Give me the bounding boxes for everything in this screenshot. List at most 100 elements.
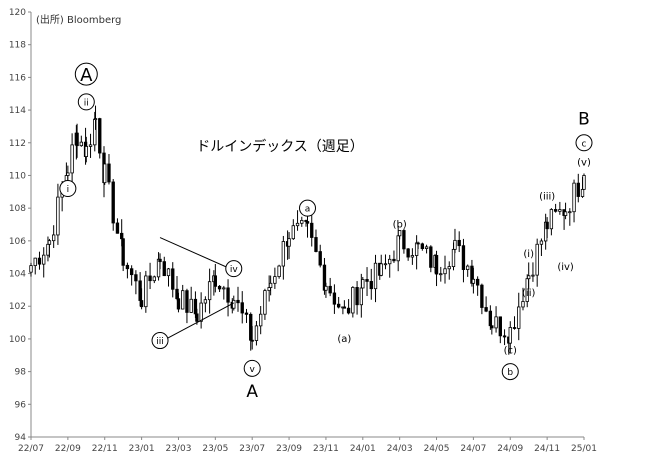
candle-body: [176, 298, 181, 310]
candle-body: [268, 282, 273, 288]
x-tick-label: 24/01: [350, 444, 376, 454]
candle-body: [355, 287, 359, 306]
candle-body: [461, 245, 466, 270]
wave-label: iii: [156, 337, 164, 347]
y-tick-label: 112: [9, 139, 26, 149]
candle-body: [383, 263, 388, 266]
candle-body: [291, 225, 295, 240]
candle-body: [453, 239, 457, 250]
candle-body: [305, 221, 310, 224]
wave-label: A: [80, 65, 93, 86]
candle-body: [134, 274, 138, 282]
candle-body: [107, 163, 111, 183]
candle-body: [232, 299, 236, 309]
candle-body: [287, 238, 291, 247]
candle-body: [424, 246, 429, 249]
candle-body: [508, 327, 512, 344]
candle-body: [447, 266, 451, 270]
wave-label: i: [67, 185, 70, 195]
candle-body: [549, 209, 554, 230]
candle-body: [259, 313, 263, 327]
candle-body: [484, 307, 488, 312]
wave-label-circle: [77, 93, 95, 111]
y-tick-label: 114: [9, 106, 26, 116]
x-tick-label: 23/09: [276, 444, 302, 454]
candle-body: [203, 299, 208, 304]
candle-body: [162, 261, 166, 277]
candle-body: [396, 235, 400, 262]
y-tick-label: 96: [15, 400, 27, 410]
candle-body: [490, 325, 494, 329]
candle-body: [336, 303, 341, 308]
y-tick-label: 98: [15, 368, 27, 378]
candle-body: [121, 238, 125, 266]
candle-body: [582, 175, 586, 190]
candle-body: [402, 230, 406, 250]
candle-body: [388, 258, 392, 265]
candle-body: [443, 268, 447, 275]
candle-body: [267, 287, 271, 291]
candle-body: [148, 275, 152, 282]
candle-body: [29, 265, 33, 273]
wave-label: c: [582, 139, 587, 149]
y-tick-label: 104: [9, 270, 26, 280]
candle-body: [429, 246, 433, 268]
wave-label-circle: [243, 359, 261, 377]
x-tick-label: 22/11: [92, 444, 118, 454]
candle-body: [175, 288, 179, 300]
candle-body: [494, 316, 498, 329]
candle-body: [434, 255, 439, 275]
candle-body: [189, 298, 193, 313]
wave-label: (i): [523, 249, 534, 260]
trend-line: [159, 237, 234, 271]
y-tick-label: 110: [9, 171, 26, 181]
candle-body: [75, 132, 79, 147]
y-tick-label: 94: [15, 433, 27, 443]
candle-body: [572, 182, 576, 213]
candle-body: [47, 240, 52, 245]
candle-body: [410, 255, 415, 258]
candle-body: [129, 268, 134, 276]
candle-body: [236, 299, 240, 304]
candle-body: [414, 242, 419, 256]
candle-body: [120, 232, 124, 240]
candle-body: [475, 278, 480, 286]
candle-body: [152, 276, 156, 282]
y-tick-label: 108: [9, 204, 26, 214]
y-tick-label: 118: [9, 41, 26, 51]
y-tick-label: 100: [9, 335, 26, 345]
candle-body: [93, 118, 98, 120]
wave-label-circle: [501, 363, 519, 381]
candle-body: [33, 257, 37, 267]
x-tick-label: 22/09: [55, 444, 81, 454]
candle-body: [277, 265, 281, 278]
candle-body: [521, 301, 525, 308]
candle-body: [37, 257, 42, 265]
candle-body: [98, 118, 102, 154]
candle-body: [369, 280, 373, 290]
wave-label: iv: [230, 265, 239, 275]
wave-label-circle: [151, 332, 169, 350]
candle-body: [139, 300, 144, 308]
wave-label: (iv): [557, 262, 574, 273]
candle-body: [359, 287, 363, 306]
wave-label: (ii): [522, 288, 535, 299]
candle-body: [103, 163, 107, 184]
candle-body: [580, 188, 585, 197]
wave-label-circle: [575, 134, 593, 152]
candle-body: [166, 268, 171, 277]
candle-body: [420, 243, 425, 249]
candle-body: [158, 258, 162, 263]
wave-label: (c): [504, 345, 517, 356]
x-tick-label: 23/05: [202, 444, 228, 454]
candle-body: [324, 285, 328, 291]
candle-body: [310, 222, 314, 238]
candle-body: [361, 279, 365, 289]
candles: [29, 105, 586, 355]
candle-body: [300, 220, 304, 224]
wave-label: ii: [84, 98, 89, 108]
wave-label: A: [246, 382, 258, 402]
chart-title: ドルインデックス（週足）: [196, 138, 364, 155]
